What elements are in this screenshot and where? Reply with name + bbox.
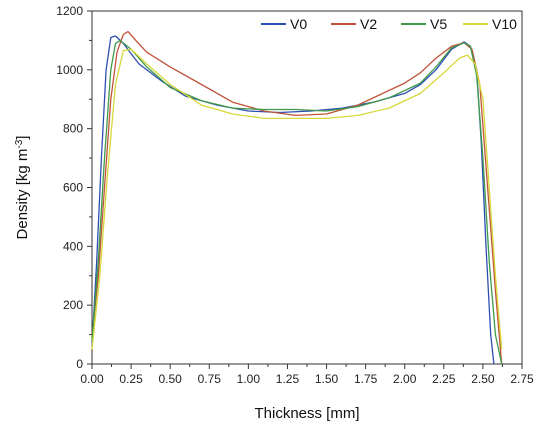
y-tick-label: 400 [63, 239, 83, 253]
y-tick-label: 200 [63, 298, 83, 312]
x-tick-label: 0.75 [198, 372, 222, 386]
series-line-v2 [91, 30, 503, 365]
axis-ticks: 0.00 0.25 0.50 0.75 1.00 1.25 1.50 1.75 2.00 2.25… [56, 4, 534, 386]
plot-frame [91, 10, 523, 365]
series-line-v10 [91, 48, 503, 350]
x-tick-label: 0.50 [159, 372, 183, 386]
y-tick-label: 1200 [56, 4, 83, 18]
legend-label-v10: V10 [492, 16, 517, 32]
y-axis-title: Density [kg m-3] [14, 136, 31, 240]
axes [91, 10, 523, 365]
series-lines [91, 30, 503, 365]
y-tick-label: 600 [63, 181, 83, 195]
legend-label-v0: V0 [290, 16, 307, 32]
y-axis-title-end: ] [14, 136, 31, 140]
x-tick-label: 0.25 [119, 372, 143, 386]
x-axis-title: Thickness [mm] [254, 405, 359, 422]
series-line-v5 [91, 39, 503, 365]
legend-label-v5: V5 [430, 16, 447, 32]
x-tick-label: 2.50 [471, 372, 495, 386]
series-line-v0 [91, 35, 495, 365]
legend-label-v2: V2 [360, 16, 377, 32]
y-axis-title-superscript: -3 [14, 139, 25, 148]
y-tick-label: 1000 [56, 63, 83, 77]
x-tick-label: 1.75 [354, 372, 378, 386]
x-tick-label: 0.00 [80, 372, 104, 386]
legend: V0 V2 V5 V10 [261, 16, 517, 32]
y-tick-label: 800 [63, 122, 83, 136]
x-tick-label: 2.75 [510, 372, 534, 386]
x-tick-label: 2.25 [432, 372, 456, 386]
x-tick-label: 1.00 [237, 372, 261, 386]
x-tick-label: 1.50 [315, 372, 339, 386]
x-tick-label: 2.00 [393, 372, 417, 386]
x-tick-label: 1.25 [276, 372, 300, 386]
y-axis-title-main: Density [kg m [14, 149, 31, 240]
y-tick-label: 0 [76, 357, 83, 371]
